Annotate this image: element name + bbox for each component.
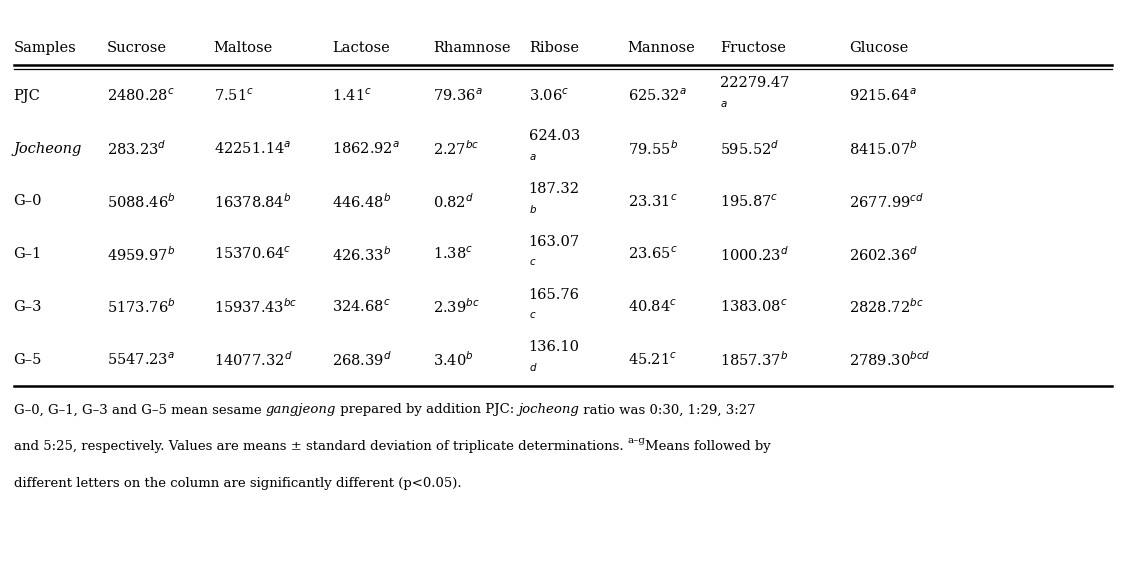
Text: 79.36$^a$: 79.36$^a$	[433, 87, 483, 104]
Text: 268.39$^d$: 268.39$^d$	[332, 350, 392, 369]
Text: G–0, G–1, G–3 and G–5 mean sesame: G–0, G–1, G–3 and G–5 mean sesame	[14, 403, 266, 416]
Text: 136.10: 136.10	[529, 340, 579, 354]
Text: 5547.23$^a$: 5547.23$^a$	[107, 352, 174, 368]
Text: 2602.36$^d$: 2602.36$^d$	[849, 245, 918, 264]
Text: 8415.07$^b$: 8415.07$^b$	[849, 139, 918, 158]
Text: a–g: a–g	[628, 436, 646, 445]
Text: Mannose: Mannose	[628, 41, 695, 55]
Text: 187.32: 187.32	[529, 182, 579, 196]
Text: 1862.92$^a$: 1862.92$^a$	[332, 140, 399, 157]
Text: 195.87$^c$: 195.87$^c$	[720, 193, 778, 210]
Text: 7.51$^c$: 7.51$^c$	[214, 87, 254, 104]
Text: 1000.23$^d$: 1000.23$^d$	[720, 245, 789, 264]
Text: 5088.46$^b$: 5088.46$^b$	[107, 192, 176, 211]
Text: 2828.72$^{bc}$: 2828.72$^{bc}$	[849, 298, 924, 316]
Text: 1383.08$^c$: 1383.08$^c$	[720, 299, 787, 315]
Text: 2789.30$^{bcd}$: 2789.30$^{bcd}$	[849, 350, 930, 369]
Text: 14077.32$^d$: 14077.32$^d$	[214, 350, 292, 369]
Text: 3.06$^c$: 3.06$^c$	[529, 87, 569, 104]
Text: PJC: PJC	[14, 89, 40, 103]
Text: 3.40$^b$: 3.40$^b$	[433, 350, 474, 369]
Text: G–0: G–0	[14, 194, 42, 208]
Text: 426.33$^b$: 426.33$^b$	[332, 245, 392, 264]
Text: 324.68$^c$: 324.68$^c$	[332, 299, 390, 315]
Text: 1857.37$^b$: 1857.37$^b$	[720, 350, 789, 369]
Text: 446.48$^b$: 446.48$^b$	[332, 192, 392, 211]
Text: $^d$: $^d$	[529, 365, 538, 379]
Text: 15937.43$^{bc}$: 15937.43$^{bc}$	[214, 298, 297, 316]
Text: gangjeong: gangjeong	[266, 403, 335, 416]
Text: 2.27$^{bc}$: 2.27$^{bc}$	[433, 139, 479, 158]
Text: 2677.99$^{cd}$: 2677.99$^{cd}$	[849, 192, 925, 211]
Text: Lactose: Lactose	[332, 41, 389, 55]
Text: 42251.14$^a$: 42251.14$^a$	[214, 140, 291, 157]
Text: Fructose: Fructose	[720, 41, 786, 55]
Text: jocheong: jocheong	[519, 403, 579, 416]
Text: 0.82$^d$: 0.82$^d$	[433, 192, 474, 211]
Text: 9215.64$^a$: 9215.64$^a$	[849, 87, 917, 104]
Text: 283.23$^d$: 283.23$^d$	[107, 139, 166, 158]
Text: $^c$: $^c$	[529, 312, 537, 327]
Text: 79.55$^b$: 79.55$^b$	[628, 139, 677, 158]
Text: Rhamnose: Rhamnose	[433, 41, 511, 55]
Text: 15370.64$^c$: 15370.64$^c$	[214, 246, 291, 262]
Text: $^a$: $^a$	[720, 101, 728, 115]
Text: different letters on the column are significantly different (p<0.05).: different letters on the column are sign…	[14, 477, 461, 490]
Text: 23.31$^c$: 23.31$^c$	[628, 193, 677, 210]
Text: Jocheong: Jocheong	[14, 141, 82, 156]
Text: 625.32$^a$: 625.32$^a$	[628, 87, 686, 104]
Text: 165.76: 165.76	[529, 287, 579, 302]
Text: 595.52$^d$: 595.52$^d$	[720, 139, 780, 158]
Text: 40.84$^c$: 40.84$^c$	[628, 299, 677, 315]
Text: 23.65$^c$: 23.65$^c$	[628, 246, 677, 262]
Text: G–1: G–1	[14, 247, 42, 261]
Text: prepared by addition PJC:: prepared by addition PJC:	[335, 403, 519, 416]
Text: 1.41$^c$: 1.41$^c$	[332, 87, 372, 104]
Text: 45.21$^c$: 45.21$^c$	[628, 352, 677, 368]
Text: 4959.97$^b$: 4959.97$^b$	[107, 245, 176, 264]
Text: $^c$: $^c$	[529, 260, 537, 274]
Text: Maltose: Maltose	[214, 41, 273, 55]
Text: ratio was 0:30, 1:29, 3:27: ratio was 0:30, 1:29, 3:27	[579, 403, 756, 416]
Text: G–3: G–3	[14, 300, 42, 314]
Text: Sucrose: Sucrose	[107, 41, 166, 55]
Text: 2.39$^{bc}$: 2.39$^{bc}$	[433, 298, 480, 316]
Text: 1.38$^c$: 1.38$^c$	[433, 246, 474, 262]
Text: Means followed by: Means followed by	[646, 440, 771, 453]
Text: Glucose: Glucose	[849, 41, 909, 55]
Text: Ribose: Ribose	[529, 41, 578, 55]
Text: 5173.76$^b$: 5173.76$^b$	[107, 298, 176, 316]
Text: Samples: Samples	[14, 41, 76, 55]
Text: $^b$: $^b$	[529, 207, 537, 221]
Text: 2480.28$^c$: 2480.28$^c$	[107, 87, 174, 104]
Text: 22279.47: 22279.47	[720, 76, 790, 90]
Text: 16378.84$^b$: 16378.84$^b$	[214, 192, 291, 211]
Text: 163.07: 163.07	[529, 235, 579, 249]
Text: and 5:25, respectively. Values are means ± standard deviation of triplicate dete: and 5:25, respectively. Values are means…	[14, 440, 628, 453]
Text: 624.03: 624.03	[529, 129, 580, 143]
Text: $^a$: $^a$	[529, 154, 537, 168]
Text: G–5: G–5	[14, 353, 42, 367]
